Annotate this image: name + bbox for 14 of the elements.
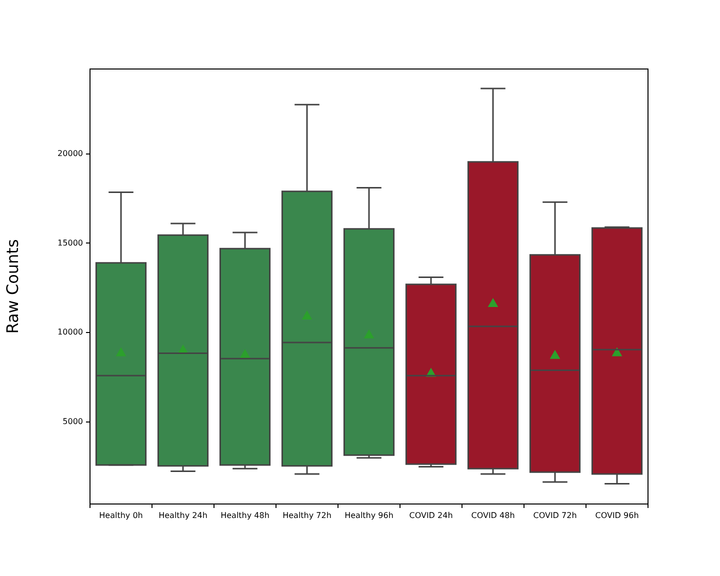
x-tick-label: COVID 72h: [533, 510, 577, 520]
x-tick-label: Healthy 48h: [220, 510, 270, 520]
x-tick-label: COVID 24h: [409, 510, 453, 520]
y-tick-label: 20000: [58, 148, 83, 158]
x-tick-label: Healthy 24h: [158, 510, 208, 520]
y-axis-title: Raw Counts: [2, 239, 22, 334]
x-tick-label: COVID 96h: [595, 510, 639, 520]
x-tick-label: Healthy 72h: [282, 510, 332, 520]
y-tick-label: 15000: [58, 238, 83, 248]
x-tick-label: Healthy 0h: [99, 510, 143, 520]
x-tick-label: Healthy 96h: [344, 510, 394, 520]
x-tick-label: COVID 48h: [471, 510, 515, 520]
y-tick-label: 10000: [58, 328, 83, 337]
y-tick-label: 5000: [62, 417, 83, 426]
